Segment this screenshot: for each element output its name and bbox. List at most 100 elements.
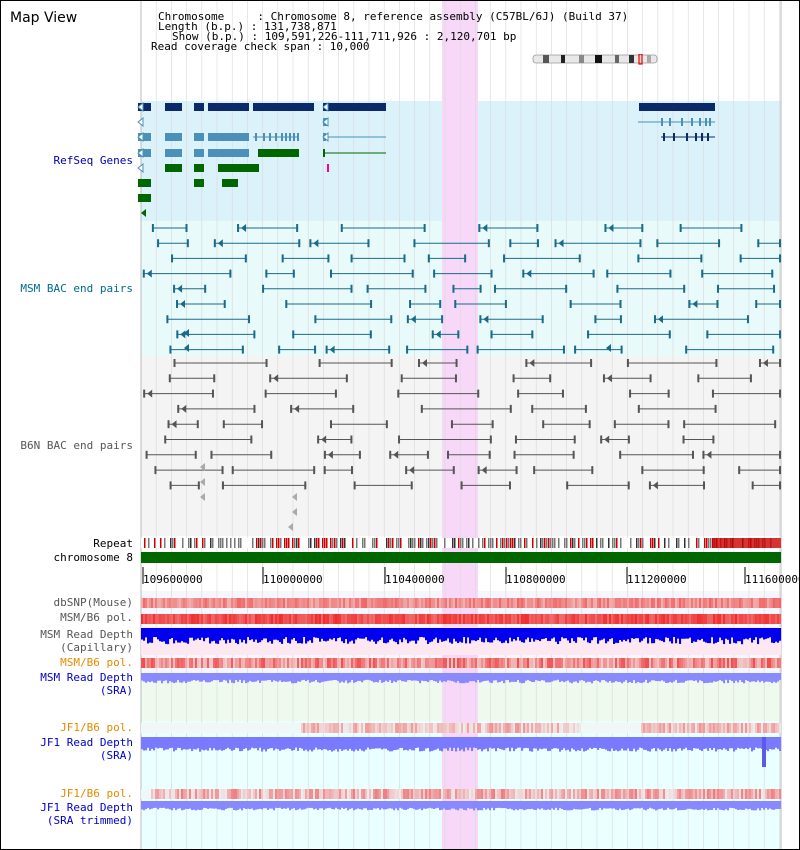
track-label-repeat[interactable]: Repeat [93, 537, 133, 550]
dbsnp-cell [315, 598, 318, 608]
msm-pol-cell [671, 614, 674, 624]
jf1-pol-cell [171, 723, 174, 733]
msm-bac-end [716, 300, 719, 308]
track-label-chromosome[interactable]: chromosome 8 [53, 551, 133, 564]
jf1-depth-sra-bar [305, 737, 308, 750]
jf1-depth-trim-bar [337, 801, 340, 810]
msm-depth-cap-bar [767, 628, 770, 639]
jf1-depth-sra-bar [445, 737, 448, 749]
jf1-pol-cell [603, 723, 606, 733]
dbsnp-cell [259, 598, 262, 608]
msm-bac-end [755, 300, 758, 308]
jf1-depth-trim-bar [195, 801, 198, 811]
msm-pol-cell [723, 614, 726, 624]
jf1-pol2-cell [497, 789, 500, 799]
jf1-depth-trim-bar [239, 801, 242, 809]
jf1-depth-trim-bar [565, 801, 568, 811]
msm-pol2-cell [739, 658, 742, 668]
track-label-jf1-b6-pol-2[interactable]: JF1/B6 pol. [60, 787, 133, 800]
dbsnp-cell [211, 598, 214, 608]
jf1-pol-cell [313, 723, 316, 733]
jf1-depth-sra-bar [595, 737, 598, 749]
jf1-pol2-cell [533, 789, 536, 799]
jf1-depth-sra-bar [473, 737, 476, 748]
jf1-pol-cell [321, 723, 324, 733]
dbsnp-cell [577, 598, 580, 608]
dbsnp-cell [277, 598, 280, 608]
jf1-depth-sra-bar [385, 737, 388, 749]
b6n-bac-arrow [200, 463, 205, 471]
dbsnp-cell [169, 598, 172, 608]
msm-pol-cell [343, 614, 346, 624]
repeat-mark [554, 538, 556, 548]
msm-bac-end [151, 224, 154, 232]
jf1-pol-cell [583, 723, 586, 733]
dbsnp-cell [773, 598, 776, 608]
track-label-jf1-b6-pol-1[interactable]: JF1/B6 pol. [60, 721, 133, 734]
msm-pol-cell [261, 614, 264, 624]
jf1-pol-cell [679, 723, 682, 733]
track-label-jf1-depth-trimmed[interactable]: JF1 Read Depth [40, 801, 133, 814]
jf1-pol-cell [697, 723, 700, 733]
track-label-jf1-depth-sra[interactable]: JF1 Read Depth [40, 736, 133, 749]
chromosome-ideogram[interactable] [531, 54, 659, 65]
msm-pol-cell [537, 614, 540, 624]
msm-pol-cell [175, 614, 178, 624]
b6n-bac-end [702, 481, 705, 490]
msm-pol-cell [583, 614, 586, 624]
msm-bac-end [237, 224, 240, 232]
track-label-refseq[interactable]: RefSeq Genes [53, 154, 133, 167]
jf1-pol2-cell [775, 789, 778, 799]
msm-bac-end [433, 269, 436, 278]
msm-pol2-cell [473, 658, 476, 668]
jf1-depth-sra-bar [211, 737, 214, 751]
b6n-bac-end [261, 420, 264, 429]
jf1-depth-trim-bar [539, 801, 542, 810]
msm-depth-sra-bar [387, 673, 390, 682]
track-label-msm-bac[interactable]: MSM BAC end pairs [20, 282, 133, 295]
jf1-pol2-cell [399, 789, 402, 799]
jf1-pol2-cell [673, 789, 676, 799]
track-label-msm-depth-capillary[interactable]: MSM Read Depth [40, 628, 133, 641]
jf1-pol2-cell [633, 789, 636, 799]
jf1-depth-trim-bar [359, 801, 362, 810]
jf1-depth-trim-bar [281, 801, 284, 809]
b6n-bac-end [405, 466, 408, 475]
b6n-bac-end [143, 389, 146, 398]
jf1-pol-cell [587, 723, 590, 733]
jf1-depth-sra-bar [741, 737, 744, 749]
msm-depth-cap-bar [671, 628, 674, 644]
msm-depth-sra-bar [549, 673, 552, 683]
dbsnp-cell [431, 598, 434, 608]
repeat-mark [278, 538, 280, 548]
msm-pol2-cell [325, 658, 328, 668]
msm-bac-end [718, 239, 721, 248]
jf1-depth-trim-bar [205, 801, 208, 809]
jf1-pol-cell [155, 723, 158, 733]
dbsnp-cell [233, 598, 236, 608]
jf1-pol2-cell [155, 789, 158, 799]
gene-arrow [322, 131, 329, 143]
jf1-pol2-cell [395, 789, 398, 799]
track-label-msm-depth-sra[interactable]: MSM Read Depth [40, 671, 133, 684]
msm-bac-end [369, 330, 372, 339]
msm-pol-cell [311, 614, 314, 624]
dbsnp-cell [653, 598, 656, 608]
track-label-msm-b6-pol-2[interactable]: MSM/B6 pol. [60, 656, 133, 669]
track-label-msm-b6-pol-1[interactable]: MSM/B6 pol. [60, 611, 133, 624]
jf1-pol-cell [643, 723, 646, 733]
msm-depth-cap-bar [193, 628, 196, 641]
track-label-b6n-bac[interactable]: B6N BAC end pairs [20, 439, 133, 452]
dbsnp-cell [503, 598, 506, 608]
jf1-depth-sra-bar [533, 737, 536, 749]
jf1-depth-sra-bar [327, 737, 330, 751]
jf1-pol-cell [753, 723, 756, 733]
msm-depth-sra-bar [301, 673, 304, 681]
jf1-depth-sra-bar [427, 737, 430, 749]
msm-depth-sra-bar [443, 673, 446, 682]
msm-pol2-cell [341, 658, 344, 668]
msm-pol-cell [765, 614, 768, 624]
msm-depth-cap-bar [465, 628, 468, 644]
track-label-dbsnp[interactable]: dbSNP(Mouse) [53, 596, 133, 609]
jf1-pol2-cell [767, 789, 770, 799]
